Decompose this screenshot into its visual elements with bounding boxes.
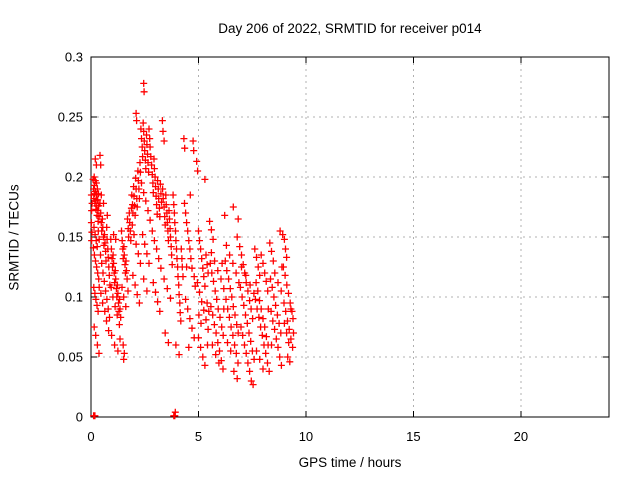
x-tick-label: 0: [87, 429, 94, 444]
data-points: [87, 79, 297, 420]
y-tick-label: 0.25: [58, 110, 83, 125]
x-tick-label: 10: [299, 429, 313, 444]
x-axis-label: GPS time / hours: [298, 455, 402, 470]
y-tick-label: 0.3: [65, 50, 83, 65]
chart-title: Day 206 of 2022, SRMTID for receiver p01…: [218, 21, 482, 36]
y-tick-label: 0.2: [65, 170, 83, 185]
x-tick-label: 20: [514, 429, 528, 444]
y-tick-label: 0.05: [58, 350, 83, 365]
y-tick-label: 0: [76, 410, 83, 425]
y-tick-label: 0.15: [58, 230, 83, 245]
y-tick-label: 0.1: [65, 290, 83, 305]
x-tick-label: 15: [406, 429, 420, 444]
x-tick-label: 5: [195, 429, 202, 444]
